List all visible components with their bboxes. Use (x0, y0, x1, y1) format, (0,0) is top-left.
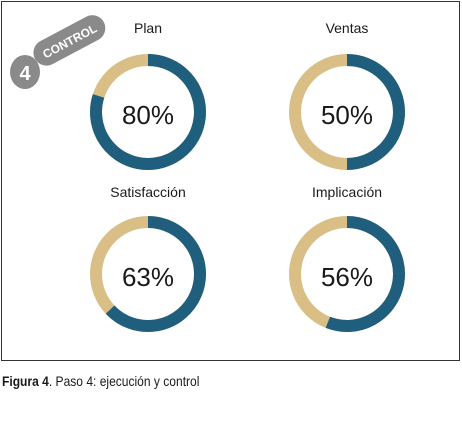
value-label-ventas: 50% (321, 100, 373, 130)
donut-charts: CONTROL 4 Plan Ventas Satisfacción Impli… (10, 15, 405, 332)
donut-value-arc-satisfaccion (105, 216, 206, 332)
donut-satisfaccion (90, 216, 206, 332)
donut-value-arc-plan (90, 54, 206, 170)
figure-frame: CONTROL 4 Plan Ventas Satisfacción Impli… (1, 1, 460, 361)
donut-value-arc-ventas (346, 54, 405, 170)
caption-text: . Paso 4: ejecución y control (48, 373, 200, 389)
figure-caption: Figura 4. Paso 4: ejecución y control (2, 373, 199, 389)
donut-plan (90, 54, 206, 170)
value-label-satisfaccion: 63% (122, 262, 174, 292)
value-label-implicacion: 56% (321, 262, 373, 292)
chart-title-ventas: Ventas (326, 20, 369, 36)
chart-title-satisfaccion: Satisfacción (110, 184, 185, 200)
caption-prefix: Figura 4 (2, 373, 49, 389)
donut-value-arc-implicacion (325, 216, 405, 332)
value-label-plan: 80% (122, 100, 174, 130)
badge-number: 4 (19, 63, 31, 85)
donut-ventas (289, 54, 405, 170)
control-step-badge: CONTROL 4 (10, 15, 106, 89)
badge-heel (10, 55, 40, 89)
badge-sole (33, 15, 106, 66)
chart-title-implicacion: Implicación (312, 184, 382, 200)
chart-title-plan: Plan (134, 20, 162, 36)
donut-implicacion (289, 216, 405, 332)
